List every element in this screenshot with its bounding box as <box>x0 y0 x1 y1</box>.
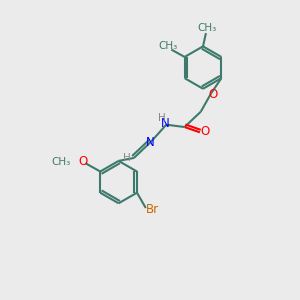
Text: Br: Br <box>146 203 159 216</box>
Text: CH₃: CH₃ <box>198 23 217 33</box>
Text: H: H <box>158 113 166 123</box>
Text: N: N <box>146 136 154 149</box>
Text: H: H <box>123 153 131 163</box>
Text: O: O <box>200 125 210 138</box>
Text: O: O <box>79 155 88 168</box>
Text: CH₃: CH₃ <box>158 41 178 51</box>
Text: CH₃: CH₃ <box>51 157 70 167</box>
Text: O: O <box>208 88 218 101</box>
Text: N: N <box>161 117 170 130</box>
